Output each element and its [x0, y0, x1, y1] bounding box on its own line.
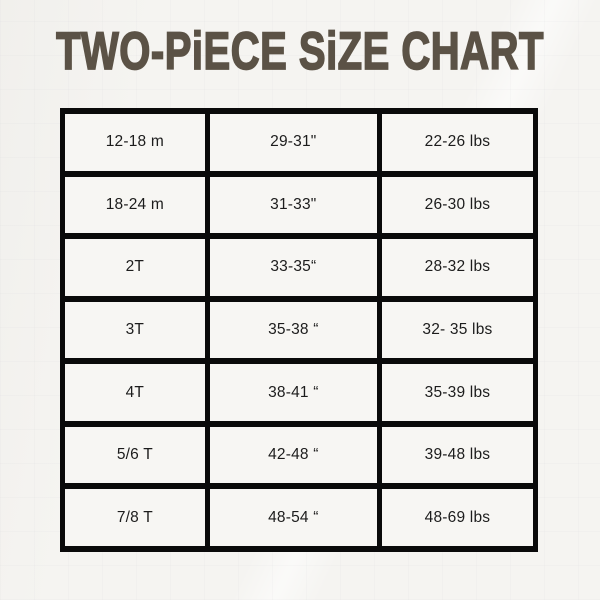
table-cell: 4T [60, 358, 210, 427]
table-cell: 48-54 “ [204, 483, 382, 552]
table-cell: 35-38 “ [204, 295, 382, 365]
table-cell: 18-24 m [60, 170, 210, 240]
title-area: TWO-PiECE SiZE CHART [0, 0, 600, 104]
table-row: 7/8 T 48-54 “48-69 lbs [60, 483, 539, 552]
table-cell: 5/6 T [60, 420, 210, 490]
table-row: 5/6 T 42-48 “39-48 lbs [60, 420, 539, 490]
size-chart-table: 12-18 m 29-31" 22-26 lbs 18-24 m 31-33" 26-30… [60, 108, 539, 552]
table-cell: 33-35“ [204, 233, 382, 302]
table-cell: 3T [60, 295, 210, 365]
table-cell: 28-32 lbs [376, 233, 539, 302]
table-row: 2T 33-35“ 28-32 lbs [60, 233, 539, 302]
table-cell: 35-39 lbs [376, 358, 539, 427]
table-row: 4T 38-41 “35-39 lbs [60, 358, 539, 427]
table-cell: 2T [60, 233, 210, 302]
table-cell: 38-41 “ [204, 358, 382, 427]
table-cell: 12-18 m [60, 108, 210, 177]
table-cell: 26-30 lbs [376, 170, 539, 240]
table-row: 12-18 m 29-31" 22-26 lbs [60, 108, 539, 177]
size-chart-table-body: 12-18 m 29-31" 22-26 lbs 18-24 m 31-33" 26-30… [60, 108, 539, 552]
table-cell: 42-48 “ [204, 420, 382, 490]
page-title: TWO-PiECE SiZE CHART [55, 21, 544, 81]
table-cell: 22-26 lbs [376, 108, 539, 177]
table-cell: 7/8 T [60, 483, 210, 552]
table-cell: 32- 35 lbs [376, 295, 539, 365]
table-cell: 39-48 lbs [376, 420, 539, 490]
table-cell: 31-33" [204, 170, 382, 240]
table-cell: 48-69 lbs [376, 483, 539, 552]
table-row: 3T 35-38 “32- 35 lbs [60, 295, 539, 365]
table-row: 18-24 m 31-33" 26-30 lbs [60, 170, 539, 240]
table-cell: 29-31" [204, 108, 382, 177]
